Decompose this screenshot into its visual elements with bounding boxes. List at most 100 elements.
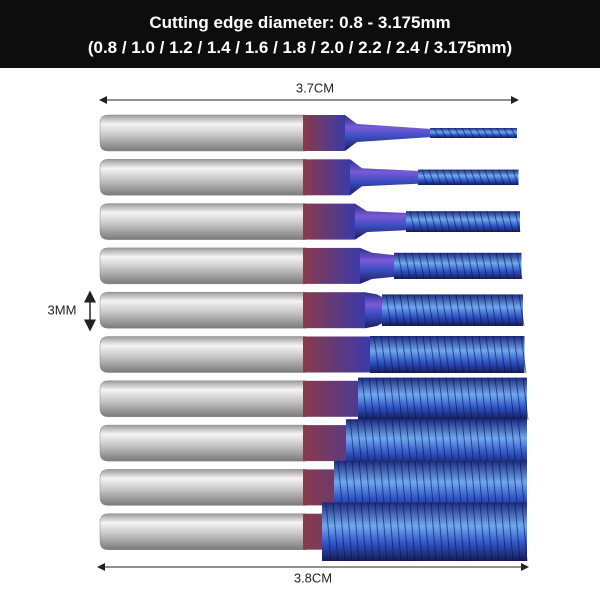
flute (370, 336, 525, 373)
shank (99, 380, 307, 418)
flute-edge (427, 294, 434, 327)
flute-edge (445, 377, 452, 421)
flute-edge (382, 377, 389, 421)
flute-edge (500, 211, 507, 233)
shank (99, 159, 307, 196)
flute-edge (471, 335, 478, 374)
flute-edge (518, 294, 525, 327)
flute-edge (420, 294, 427, 327)
flute-edge (416, 211, 423, 233)
dimension-label: 3.7CM (296, 80, 334, 95)
flute-edge (415, 335, 422, 374)
bits (99, 114, 529, 562)
flute-edge (500, 502, 507, 562)
flute-edge (423, 211, 430, 233)
flute-edge (458, 211, 465, 233)
flute-edge (474, 252, 481, 280)
end-mill (99, 203, 521, 240)
flute-edge (439, 252, 446, 280)
flute-edge (410, 377, 417, 421)
flute-edge (463, 169, 470, 186)
flute-edge (454, 127, 461, 139)
flute-edge (332, 502, 339, 562)
flute-edge (425, 252, 432, 280)
flute-edge (375, 377, 382, 421)
flute-edge (481, 252, 488, 280)
flute-edge (413, 294, 420, 327)
flute-edge (452, 377, 459, 421)
flute-edge (493, 502, 500, 562)
flute-edge (373, 335, 380, 374)
flute-edge (493, 211, 500, 233)
flute-edge (381, 502, 388, 562)
flute-edge (430, 211, 437, 233)
flute-edge (441, 294, 448, 327)
flute-edge (440, 419, 447, 468)
flute-edge (469, 294, 476, 327)
flute-edge (487, 377, 494, 421)
flute-edge (514, 502, 521, 562)
flute-edge (482, 127, 489, 139)
flute-edge (506, 335, 513, 374)
flute-edge (502, 252, 509, 280)
collar (303, 159, 350, 196)
flute-edge (515, 377, 522, 421)
shank (99, 424, 307, 462)
flute-edge (391, 419, 398, 468)
flute-edge (339, 502, 346, 562)
flute-edge (363, 419, 370, 468)
flute-edge (443, 335, 450, 374)
flute-edge (510, 419, 517, 468)
flute-edge (489, 127, 496, 139)
flute-edge (453, 252, 460, 280)
flute-edge (503, 127, 510, 139)
flute-edge (428, 169, 435, 186)
header-line: Cutting edge diameter: 0.8 - 3.175mm (149, 13, 450, 32)
flute-edge (434, 294, 441, 327)
flute-edge (433, 127, 440, 139)
end-mill (99, 335, 527, 374)
shank (99, 247, 307, 285)
flute-edge (394, 335, 401, 374)
flute-edge (472, 211, 479, 233)
flute-edge (479, 211, 486, 233)
flute-edge (511, 294, 518, 327)
flute-edge (499, 335, 506, 374)
flute-edge (479, 502, 486, 562)
flute-edge (520, 335, 527, 374)
flute-edge (468, 127, 475, 139)
flute-edge (451, 502, 458, 562)
flute-edge (489, 419, 496, 468)
flute-edge (486, 211, 493, 233)
flute-edge (476, 294, 483, 327)
flute-edge (436, 335, 443, 374)
flute-edge (456, 169, 463, 186)
flute (430, 128, 517, 138)
flute-edge (521, 502, 528, 562)
flute-edge (385, 294, 392, 327)
flute-edge (450, 335, 457, 374)
collar (303, 292, 365, 329)
flute-edge (408, 335, 415, 374)
flute-edge (461, 419, 468, 468)
flute-edge (484, 169, 491, 186)
collar (303, 203, 355, 240)
flute-edge (462, 294, 469, 327)
flute-edge (389, 377, 396, 421)
flute-edge (325, 502, 332, 562)
flute-edge (384, 419, 391, 468)
flute-edge (399, 294, 406, 327)
flute-edge (457, 335, 464, 374)
flute-edge (507, 502, 514, 562)
flute-edge (380, 335, 387, 374)
flute-edge (360, 502, 367, 562)
flute-edge (512, 169, 519, 186)
flute-edge (398, 419, 405, 468)
flute-edge (455, 294, 462, 327)
flute-edge (431, 377, 438, 421)
flute-edge (510, 127, 517, 139)
shank (99, 203, 307, 240)
flute-edge (513, 335, 520, 374)
flute-edge (409, 211, 416, 233)
flute-edge (454, 419, 461, 468)
